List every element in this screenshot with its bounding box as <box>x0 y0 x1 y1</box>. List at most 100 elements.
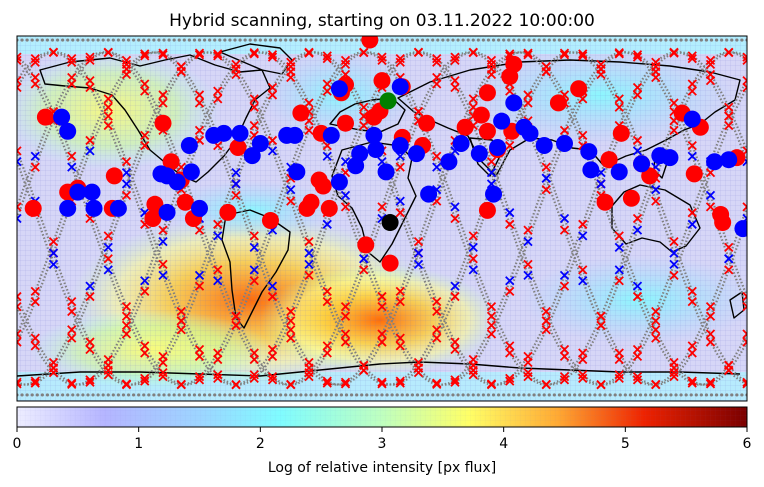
red-cross-marker <box>651 316 661 326</box>
red-cross-marker <box>596 320 606 331</box>
red-cross-marker <box>523 225 533 235</box>
red-cross-marker <box>30 341 40 351</box>
blue-cross-marker <box>468 242 478 253</box>
red-cross-marker <box>559 225 570 235</box>
chart-title: Hybrid scanning, starting on 03.11.2022 … <box>169 11 595 31</box>
red-cross-marker <box>67 151 77 161</box>
red-cross-marker <box>194 344 205 355</box>
red-cross-marker <box>468 94 478 104</box>
polar-track-dot <box>324 38 328 42</box>
blue-cross-marker <box>432 162 442 172</box>
polar-track-dot <box>669 393 673 397</box>
blue-circle-marker <box>158 203 176 221</box>
polar-track-dot <box>466 393 470 397</box>
red-cross-marker <box>541 380 551 390</box>
polar-track-dot <box>385 38 389 42</box>
red-circle-marker <box>714 214 732 232</box>
red-cross-marker <box>286 316 296 326</box>
red-cross-marker <box>413 237 424 247</box>
red-cross-marker <box>322 54 332 64</box>
red-cross-marker <box>413 368 424 378</box>
red-cross-marker <box>541 184 551 195</box>
blue-cross-marker <box>85 281 95 291</box>
scan-crosses <box>17 47 747 390</box>
red-cross-marker <box>194 351 205 361</box>
red-cross-marker <box>103 370 113 380</box>
polar-track-dot <box>735 38 739 42</box>
red-cross-marker <box>742 377 747 387</box>
red-cross-marker <box>249 276 259 286</box>
red-cross-marker <box>340 59 351 69</box>
blue-circle-marker <box>683 110 701 128</box>
red-cross-marker <box>121 380 132 390</box>
polar-track-dot <box>679 38 683 42</box>
polar-track-dot <box>131 393 136 397</box>
red-cross-marker <box>377 52 387 62</box>
red-cross-marker <box>450 52 460 62</box>
blue-cross-marker <box>505 208 515 218</box>
red-cross-marker <box>121 311 132 321</box>
polar-track-dot <box>405 38 409 42</box>
blue-cross-marker <box>724 254 734 264</box>
red-cross-marker <box>742 301 747 312</box>
polar-track-dot <box>213 38 217 42</box>
polar-track-dot <box>694 38 698 42</box>
red-cross-marker <box>85 377 95 387</box>
red-cross-marker <box>158 372 168 382</box>
red-cross-marker <box>486 156 497 167</box>
scan-track <box>17 51 747 386</box>
polar-track-dot <box>238 393 242 397</box>
blue-circle-marker <box>351 145 369 163</box>
polar-track-dot <box>208 393 212 397</box>
red-cross-marker <box>632 135 643 146</box>
red-cross-marker <box>687 286 697 297</box>
red-cross-marker <box>559 125 570 136</box>
red-cross-marker <box>614 94 624 104</box>
red-circle-marker <box>549 94 567 112</box>
red-cross-marker <box>413 47 424 57</box>
polar-track-dot <box>71 393 75 397</box>
red-cross-marker <box>85 375 95 385</box>
polar-track-dot <box>583 393 587 397</box>
red-cross-marker <box>121 55 132 65</box>
polar-track-dot <box>319 38 323 42</box>
polar-track-dot <box>314 38 318 42</box>
red-cross-marker <box>267 291 278 302</box>
red-cross-marker <box>158 98 168 108</box>
red-cross-marker <box>213 348 223 358</box>
red-cross-marker <box>194 225 205 235</box>
polar-track-dot <box>30 38 34 42</box>
red-cross-marker <box>632 50 643 60</box>
blue-cross-marker <box>651 184 661 195</box>
polar-track-dot <box>116 393 120 397</box>
polar-track-dot <box>740 38 744 42</box>
polar-track-dot <box>167 393 171 397</box>
red-cross-marker <box>194 50 205 60</box>
red-cross-marker <box>121 301 132 312</box>
red-cross-marker <box>432 306 442 317</box>
red-circle-marker <box>146 195 164 213</box>
blue-cross-marker <box>121 168 132 178</box>
red-cross-marker <box>669 372 679 382</box>
polar-track-dot <box>279 393 283 397</box>
red-cross-marker <box>377 377 387 387</box>
red-cross-marker <box>505 219 515 229</box>
red-cross-marker <box>486 380 497 390</box>
polar-track-dot <box>147 393 151 397</box>
polar-track-dot <box>496 38 501 42</box>
red-cross-marker <box>304 98 314 108</box>
red-cross-marker <box>395 333 405 343</box>
red-cross-marker <box>213 373 223 383</box>
polar-track-dot <box>400 393 404 397</box>
scan-track <box>17 51 747 386</box>
red-cross-marker <box>30 376 40 386</box>
red-cross-marker <box>578 51 588 61</box>
polar-track-dot <box>486 393 491 397</box>
red-cross-marker <box>267 90 278 100</box>
red-circle-marker <box>456 118 474 136</box>
polar-track-dot <box>126 393 131 397</box>
blue-cross-marker <box>596 179 606 189</box>
red-cross-marker <box>213 49 223 59</box>
red-cross-marker <box>669 125 679 136</box>
red-cross-marker <box>651 196 661 206</box>
